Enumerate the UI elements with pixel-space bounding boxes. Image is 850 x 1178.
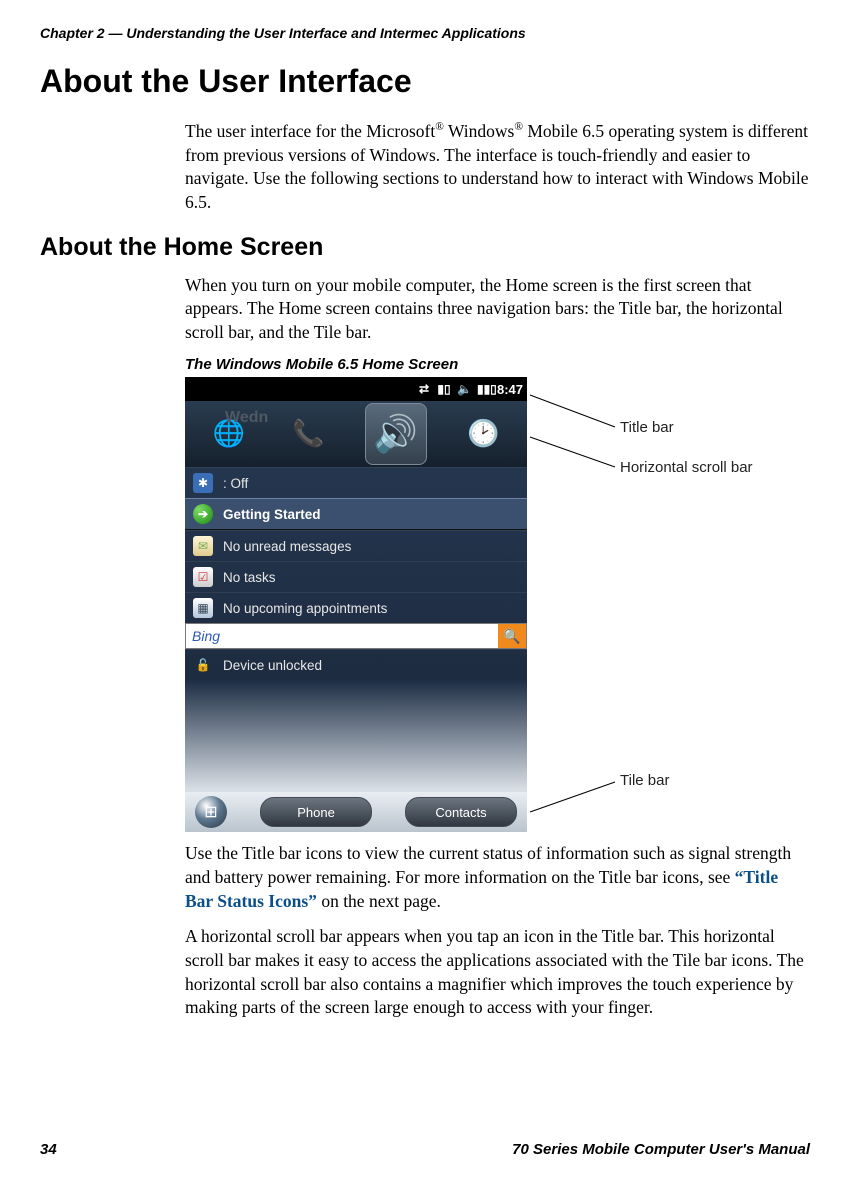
getting-started-row[interactable]: ➔ Getting Started: [185, 498, 527, 530]
wm-title-bar[interactable]: ⇄ ▮▯ 🔈 ▮▮▯ 8:47: [185, 377, 527, 401]
battery-icon: ▮▮▯: [477, 382, 491, 396]
bt-row[interactable]: ✱ : Off: [185, 467, 527, 498]
manual-name: 70 Series Mobile Computer User's Manual: [512, 1141, 810, 1158]
appointments-row[interactable]: ▦ No upcoming appointments: [185, 592, 527, 623]
bt-label: : Off: [223, 476, 248, 491]
messages-label: No unread messages: [223, 539, 351, 554]
calendar-icon: ▦: [193, 598, 213, 618]
clock-text: 8:47: [497, 382, 523, 397]
bluetooth-icon: ✱: [193, 473, 213, 493]
subsection-p2: Use the Title bar icons to view the curr…: [185, 842, 810, 913]
getting-started-label: Getting Started: [223, 507, 321, 522]
subsection-title: About the Home Screen: [40, 233, 810, 262]
page-footer: 34 70 Series Mobile Computer User's Manu…: [40, 1141, 810, 1158]
callout-tile-bar: Tile bar: [620, 772, 669, 789]
callout-hscroll: Horizontal scroll bar: [620, 459, 753, 476]
chapter-header: Chapter 2 — Understanding the User Inter…: [40, 25, 810, 41]
lock-icon: 🔓: [193, 655, 213, 675]
page-number: 34: [40, 1141, 57, 1158]
figure-caption: The Windows Mobile 6.5 Home Screen: [185, 356, 810, 373]
callout-title-bar: Title bar: [620, 419, 674, 436]
conn-icon: ⇄: [417, 382, 431, 396]
signal-icon: ▮▯: [437, 382, 451, 396]
subsection-p3: A horizontal scroll bar appears when you…: [185, 925, 810, 1020]
bg-date-text: Wedn: [225, 409, 268, 427]
start-icon[interactable]: ⊞: [195, 796, 227, 828]
figure-area: ⇄ ▮▯ 🔈 ▮▮▯ 8:47 Wedn 🌐 📞 🔊 🕑 ✱ : Off ➔ G…: [185, 377, 805, 842]
messages-row[interactable]: ✉ No unread messages: [185, 530, 527, 561]
wm-list: ✱ : Off ➔ Getting Started ✉ No unread me…: [185, 467, 527, 792]
wm-horizontal-scroll-bar[interactable]: Wedn 🌐 📞 🔊 🕑: [185, 401, 527, 467]
envelope-icon: ✉: [193, 536, 213, 556]
bing-search-row[interactable]: Bing 🔍: [185, 623, 527, 649]
subsection-p1: When you turn on your mobile computer, t…: [185, 274, 810, 345]
tasks-label: No tasks: [223, 570, 276, 585]
list-fill: [185, 680, 527, 792]
task-icon: ☑: [193, 567, 213, 587]
clock-icon[interactable]: 🕑: [460, 411, 506, 457]
arrow-icon: ➔: [193, 504, 213, 524]
phone-icon[interactable]: 📞: [285, 411, 331, 457]
lock-label: Device unlocked: [223, 658, 322, 673]
tasks-row[interactable]: ☑ No tasks: [185, 561, 527, 592]
volume-icon: 🔈: [457, 382, 471, 396]
contacts-button[interactable]: Contacts: [405, 797, 517, 827]
speaker-icon[interactable]: 🔊: [365, 403, 427, 465]
section-title: About the User Interface: [40, 63, 810, 100]
appointments-label: No upcoming appointments: [223, 601, 387, 616]
wm-home-screen: ⇄ ▮▯ 🔈 ▮▮▯ 8:47 Wedn 🌐 📞 🔊 🕑 ✱ : Off ➔ G…: [185, 377, 527, 832]
wm-tile-bar[interactable]: ⊞ Phone Contacts: [185, 792, 527, 832]
lock-row[interactable]: 🔓 Device unlocked: [185, 649, 527, 680]
section-intro: The user interface for the Microsoft® Wi…: [185, 120, 810, 215]
phone-button[interactable]: Phone: [260, 797, 372, 827]
search-icon[interactable]: 🔍: [498, 624, 526, 648]
bing-label: Bing: [186, 628, 498, 644]
